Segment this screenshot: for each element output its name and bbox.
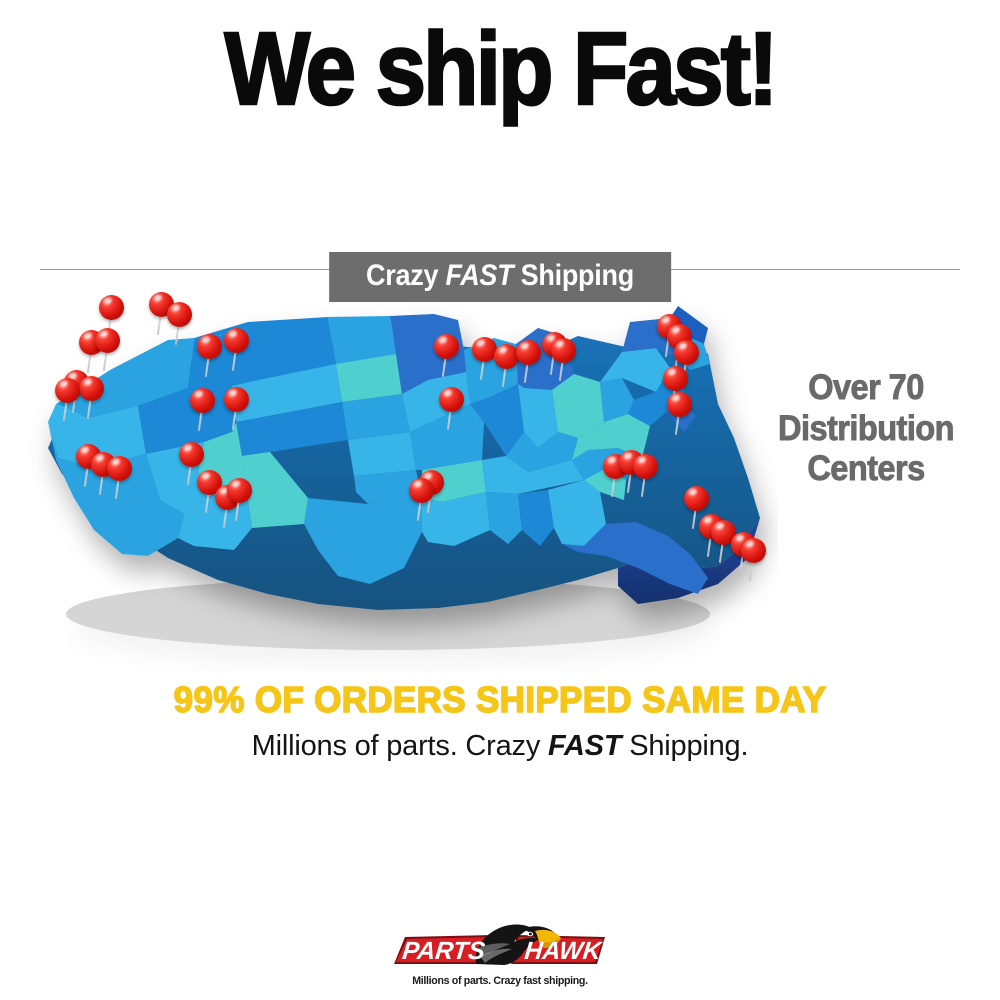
map-pin: [632, 454, 662, 498]
logo-tagline: Millions of parts. Crazy fast shipping.: [412, 975, 588, 987]
pin-head: [95, 328, 120, 353]
map-pin: [471, 337, 501, 381]
pin-head: [684, 486, 709, 511]
map-pin: [166, 302, 196, 346]
pin-head: [494, 344, 519, 369]
map-pin: [666, 392, 696, 436]
map-pin: [683, 486, 713, 530]
subpromo-emphasis: FAST: [548, 730, 622, 762]
pin-head: [79, 376, 104, 401]
pin-head: [667, 392, 692, 417]
pin-head: [107, 456, 132, 481]
map-pin: [223, 328, 253, 372]
pin-head: [99, 295, 124, 320]
logo-word-left: PARTS: [401, 937, 487, 965]
crazy-fast-shipping-banner: Crazy FAST Shipping: [329, 252, 671, 302]
map-pin: [433, 334, 463, 378]
pin-head: [741, 538, 766, 563]
distribution-center-stat: Over 70 Distribution Centers: [760, 368, 972, 490]
map-pin: [226, 478, 256, 522]
pin-head: [179, 442, 204, 467]
pin-head: [674, 340, 699, 365]
map-pin: [740, 538, 770, 582]
map-pin: [98, 295, 128, 339]
pin-head: [167, 302, 192, 327]
pin-head: [55, 378, 80, 403]
pin-head: [551, 338, 576, 363]
usa-distribution-map: [18, 292, 778, 672]
map-pin: [515, 340, 545, 384]
pin-head: [197, 334, 222, 359]
subpromo-suffix: Shipping.: [621, 730, 749, 762]
map-pin: [94, 328, 124, 372]
pin-head: [227, 478, 252, 503]
pin-head: [633, 454, 658, 479]
section-divider: Crazy FAST Shipping: [0, 252, 1000, 302]
stat-line-1: Over 70: [808, 368, 925, 408]
usa-map-graphic: [48, 306, 760, 650]
banner-emphasis: FAST: [445, 259, 514, 292]
banner-prefix: Crazy: [366, 259, 446, 292]
stat-line-3: Centers: [807, 449, 926, 489]
map-pin: [550, 338, 580, 382]
pin-head: [472, 337, 497, 362]
pin-head: [663, 366, 688, 391]
stat-line-2: Distribution: [778, 408, 955, 448]
map-pin: [189, 388, 219, 432]
pin-head: [409, 478, 434, 503]
parts-hawk-logo[interactable]: PARTS HAWK Millions of parts. Crazy fast…: [392, 918, 608, 992]
pin-head: [224, 328, 249, 353]
map-pin: [408, 478, 438, 522]
pin-head: [516, 340, 541, 365]
promo-headline: 99% OF ORDERS SHIPPED SAME DAY: [173, 678, 827, 721]
logo-word-right: HAWK: [523, 937, 604, 965]
parts-hawk-logo-mark: PARTS HAWK: [394, 924, 605, 965]
map-pin: [106, 456, 136, 500]
map-pin: [662, 366, 692, 410]
map-pin: [223, 387, 253, 431]
promo-subheadline: Millions of parts. Crazy FAST Shipping.: [0, 730, 1000, 763]
pin-head: [434, 334, 459, 359]
map-pin: [78, 376, 108, 420]
map-pin: [196, 334, 226, 378]
subpromo-prefix: Millions of parts. Crazy: [251, 730, 549, 762]
pin-head: [224, 387, 249, 412]
map-pin: [54, 378, 84, 422]
banner-text: Crazy FAST Shipping: [366, 259, 634, 293]
map-pin: [673, 340, 703, 384]
banner-suffix: Shipping: [513, 259, 635, 292]
pin-head: [439, 387, 464, 412]
map-pin: [493, 344, 523, 388]
page-title: We ship Fast!: [223, 11, 779, 126]
map-pin: [438, 387, 468, 431]
map-pin: [178, 442, 208, 486]
pin-head: [190, 388, 215, 413]
